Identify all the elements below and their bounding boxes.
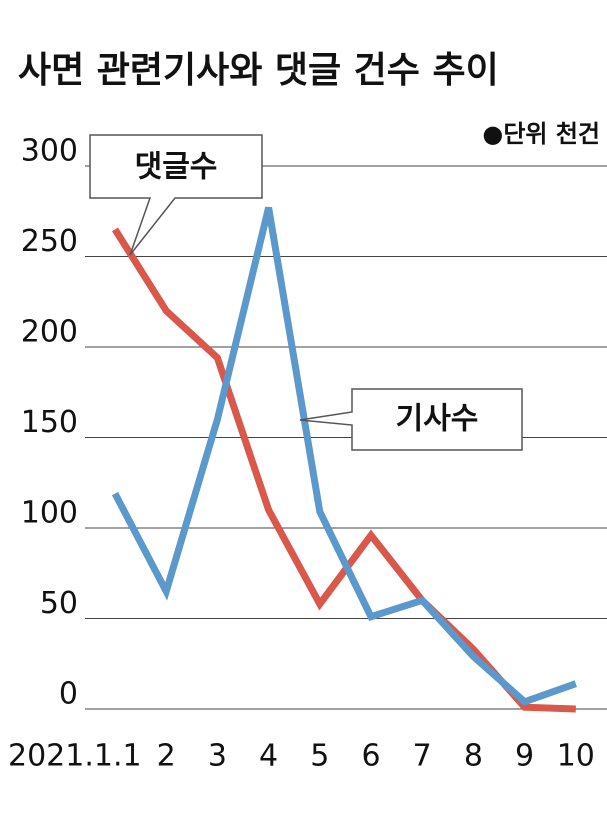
- lines: [111, 206, 577, 713]
- callout-articles: 기사수: [299, 388, 523, 451]
- x-tick-label: 4: [259, 739, 278, 774]
- y-tick-label: 150: [21, 405, 78, 440]
- callout-box: [299, 388, 523, 451]
- x-tick-label: 9: [515, 739, 534, 774]
- series-line: [111, 206, 577, 706]
- grid: 0 50 100 150 200 250 300 2021.1.1 2 3 4 5 6 7 8 9 10: [8, 134, 607, 774]
- unit-label: ●단위 천건: [482, 120, 600, 148]
- x-tick-label: 6: [361, 739, 380, 774]
- chart-title: 사면 관련기사와 댓글 건수 추이: [18, 50, 499, 91]
- x-tick-label: 5: [310, 739, 329, 774]
- x-tick-label: 7: [413, 739, 432, 774]
- y-tick-label: 0: [59, 677, 78, 712]
- y-tick-label: 250: [21, 224, 78, 259]
- y-tick-label: 100: [21, 496, 78, 531]
- series-line: [112, 227, 576, 713]
- x-tick-label: 10: [557, 739, 595, 774]
- y-tick-label: 200: [21, 315, 78, 350]
- x-tick-label: 3: [208, 739, 227, 774]
- y-tick-label: 300: [21, 134, 78, 169]
- x-tick-label: 8: [464, 739, 483, 774]
- legend-label: 기사수: [396, 402, 479, 437]
- x-tick-label: 2021.1.1: [8, 739, 142, 774]
- y-tick-label: 50: [40, 586, 78, 621]
- x-tick-label: 2: [157, 739, 176, 774]
- callout-box: [89, 134, 263, 256]
- legend-label: 댓글수: [135, 150, 218, 185]
- callout-comments: 댓글수: [89, 134, 263, 256]
